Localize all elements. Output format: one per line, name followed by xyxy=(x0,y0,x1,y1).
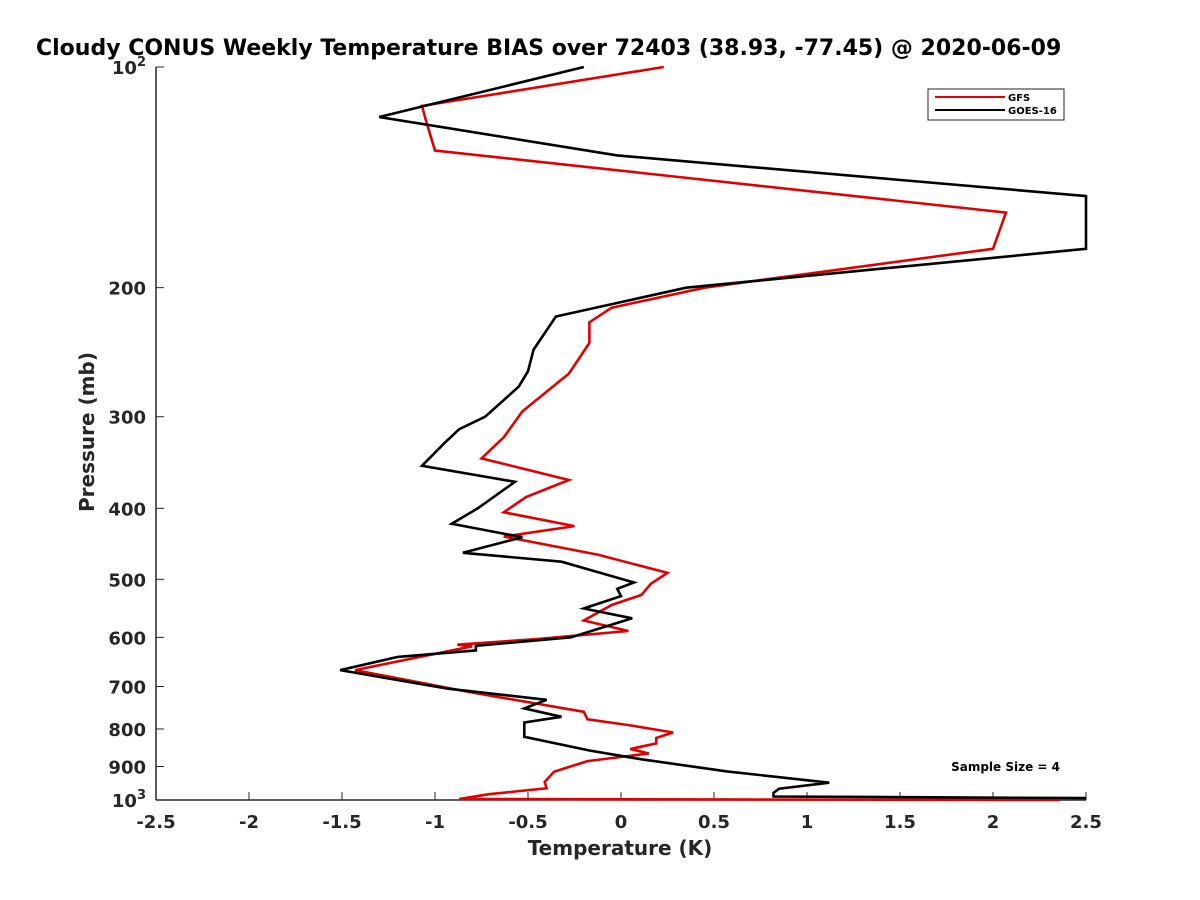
series-layer xyxy=(339,65,1088,802)
x-tick-label: -2 xyxy=(239,812,259,833)
y-tick-label: 600 xyxy=(108,628,146,649)
y-tick-label: 500 xyxy=(108,570,146,591)
x-tick-label: 0.5 xyxy=(698,812,730,833)
legend-label-gfs: GFS xyxy=(1008,93,1030,104)
x-tick-label: 2.5 xyxy=(1070,812,1102,833)
axes: -2.5 -2 -1.5 -1 -0.5 0 0.5 1 1.5 2 2.5 102 200 300 400… xyxy=(108,55,1102,833)
chart-title: Cloudy CONUS Weekly Temperature BIAS ove… xyxy=(36,36,1061,61)
y-axis-label: Pressure (mb) xyxy=(75,352,99,512)
x-axis-label: Temperature (K) xyxy=(528,836,713,860)
y-tick-label: 300 xyxy=(108,408,146,429)
x-tick-label: 1.5 xyxy=(884,812,916,833)
x-tick-label: 2 xyxy=(987,812,1000,833)
y-tick-label: 102 xyxy=(112,55,146,79)
y-tick-label: 900 xyxy=(108,757,146,778)
x-tick-label: -0.5 xyxy=(508,812,547,833)
y-tick-label: 800 xyxy=(108,720,146,741)
y-tick-label: 200 xyxy=(108,279,146,300)
y-tick-label: 700 xyxy=(108,677,146,698)
x-tick-label: 0 xyxy=(615,812,628,833)
legend-box xyxy=(927,88,1065,121)
x-tick-label: -1 xyxy=(425,812,445,833)
y-tick-label: 400 xyxy=(108,499,146,520)
series-line-goes-16 xyxy=(339,65,1088,800)
x-tick-label: 1 xyxy=(801,812,814,833)
legend-label-goes-16: GOES-16 xyxy=(1008,106,1057,117)
x-tick-label: -2.5 xyxy=(136,812,175,833)
legend: GFS GOES-16 xyxy=(927,88,1065,121)
y-tick-label: 103 xyxy=(112,788,146,812)
x-tick-label: -1.5 xyxy=(322,812,361,833)
series-line-gfs xyxy=(354,65,1061,802)
sample-size-annotation: Sample Size = 4 xyxy=(951,760,1060,774)
